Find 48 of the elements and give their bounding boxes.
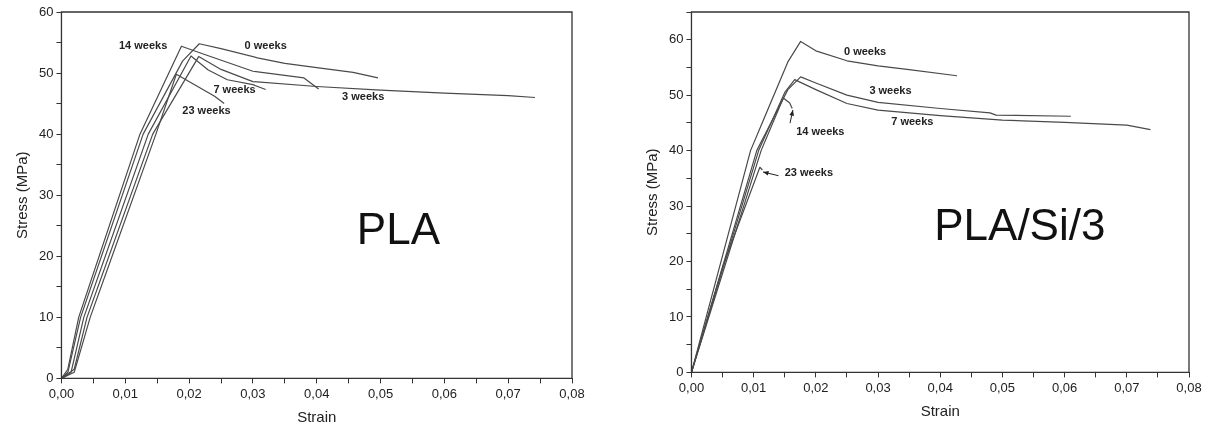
series-label: 0 weeks xyxy=(844,45,887,58)
y-tick-label: 40 xyxy=(668,142,684,158)
x-tick-label: 0,04 xyxy=(927,379,953,395)
y-tick-label: 0 xyxy=(46,369,54,385)
series-label: 3 weeks xyxy=(869,83,912,96)
x-tick-label: 0,01 xyxy=(112,385,138,401)
text: PLA xyxy=(356,203,441,253)
x-axis-title: Strain xyxy=(297,408,337,426)
y-tick-label: 60 xyxy=(38,3,54,19)
x-tick-label: 0,08 xyxy=(1176,379,1202,395)
y-tick-label: 30 xyxy=(668,197,684,213)
x-tick-label: 0,08 xyxy=(559,385,585,401)
y-axis-title: Stress (MPa) xyxy=(643,148,661,236)
y-tick-label: 50 xyxy=(668,86,684,102)
y-tick-label: 50 xyxy=(38,64,54,80)
series-label: 0 weeks xyxy=(244,39,287,52)
series-label: 7 weeks xyxy=(891,114,934,127)
text: PLA/Si/3 xyxy=(934,200,1106,250)
x-tick-label: 0,01 xyxy=(741,379,767,395)
x-tick-label: 0,03 xyxy=(240,385,266,401)
y-tick-label: 10 xyxy=(668,308,684,324)
y-tick-label: 40 xyxy=(38,125,54,141)
x-tick-label: 0,05 xyxy=(989,379,1016,395)
x-tick-label: 0,07 xyxy=(1114,379,1140,395)
x-axis-title: Strain xyxy=(920,402,960,420)
series-label: 23 weeks xyxy=(182,103,231,116)
y-tick-label: 0 xyxy=(676,363,684,379)
x-tick-label: 0,04 xyxy=(304,385,330,401)
y-axis-title: Stress (MPa) xyxy=(13,151,31,239)
series-label: 14 weeks xyxy=(118,39,168,52)
x-tick-label: 0,00 xyxy=(678,379,705,395)
y-tick-label: 30 xyxy=(38,186,54,202)
x-tick-label: 0,05 xyxy=(367,385,394,401)
y-tick-label: 10 xyxy=(38,308,54,324)
text: 23 weeks xyxy=(784,165,834,178)
y-tick-label: 60 xyxy=(668,31,684,47)
x-tick-label: 0,02 xyxy=(803,379,829,395)
series-label: 14 weeks xyxy=(796,124,845,137)
x-tick-label: 0,07 xyxy=(495,385,521,401)
x-tick-label: 0,02 xyxy=(176,385,202,401)
series-label: 3 weeks xyxy=(342,90,385,103)
x-tick-label: 0,00 xyxy=(48,385,75,401)
x-tick-label: 0,06 xyxy=(431,385,458,401)
series-label: 7 weeks xyxy=(213,82,256,95)
x-tick-label: 0,06 xyxy=(1051,379,1078,395)
y-tick-label: 20 xyxy=(38,247,54,263)
y-tick-label: 20 xyxy=(668,253,684,269)
x-tick-label: 0,03 xyxy=(865,379,891,395)
